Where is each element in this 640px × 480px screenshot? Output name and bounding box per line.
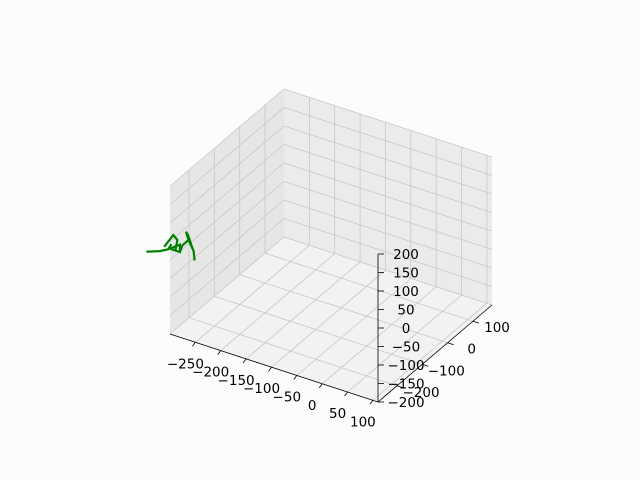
y-tick — [396, 385, 404, 389]
z-grid-back — [283, 162, 493, 232]
x-axis-line — [169, 333, 379, 403]
z-tick-label: 200 — [393, 247, 419, 263]
x-tick — [242, 358, 247, 364]
x-tick-label: −200 — [192, 365, 229, 381]
axis-ticks: −250−200−150−100−50050100−200−1000100−20… — [167, 247, 510, 430]
z-tick-label: 150 — [393, 266, 419, 282]
z-grid-side — [169, 236, 285, 335]
z-grid-side — [169, 125, 285, 224]
x-tick-label: −250 — [167, 356, 204, 372]
series-line — [178, 231, 196, 261]
z-grid-side — [169, 162, 285, 261]
data-series — [146, 231, 196, 261]
y-grid-floor — [264, 252, 474, 322]
z-grid-back — [283, 107, 493, 176]
x-tick-label: 0 — [308, 398, 317, 414]
x-tick-label: −100 — [243, 381, 280, 397]
z-grid-back — [283, 88, 493, 158]
y-grid-floor — [214, 295, 423, 365]
z-tick-label: 50 — [397, 303, 414, 319]
x-tick-label: 100 — [350, 414, 376, 430]
z-grid-side — [169, 199, 285, 298]
x-tick — [369, 400, 374, 405]
y-tick-label: −100 — [428, 363, 465, 379]
z-tick-label: −200 — [387, 395, 424, 411]
axes-panes — [170, 89, 492, 402]
x-tick — [344, 391, 348, 397]
z-grid-side — [169, 144, 285, 242]
y-tick-label: 0 — [467, 342, 476, 358]
z-grid-back — [283, 218, 493, 287]
x-tick-label: −50 — [273, 390, 302, 406]
x-tick — [192, 342, 196, 347]
x-tick-label: 50 — [329, 406, 346, 422]
x-tick — [217, 350, 222, 355]
x-tick — [318, 383, 323, 389]
y-grid-floor — [239, 274, 448, 344]
z-grid-back — [283, 144, 493, 213]
y-grid-floor — [188, 317, 398, 387]
z-tick-label: −50 — [392, 340, 421, 356]
y-tick — [447, 342, 454, 346]
z-tick-label: 100 — [393, 284, 419, 300]
series-line — [187, 239, 194, 250]
y-tick — [472, 320, 480, 324]
x-tick — [293, 375, 298, 380]
z-grid-back — [283, 125, 493, 195]
series-line — [146, 243, 173, 253]
series-line — [169, 242, 181, 254]
x-tick — [268, 366, 272, 372]
z-grid-side — [169, 107, 285, 205]
z-grid-back — [283, 181, 493, 250]
z-grid-back — [283, 236, 493, 306]
grid-lines — [169, 88, 493, 401]
z-tick-label: 0 — [402, 321, 411, 337]
z-grid-back — [283, 199, 493, 269]
z-grid-side — [169, 88, 285, 187]
y-tick-label: −200 — [402, 385, 439, 401]
y-tick — [422, 363, 429, 367]
z-tick-label: −150 — [387, 377, 424, 393]
x-tick-label: −150 — [218, 373, 255, 389]
z-grid-side — [169, 181, 285, 279]
z-grid-side — [169, 218, 285, 316]
y-tick-label: 100 — [484, 320, 510, 336]
z-tick-label: −100 — [387, 358, 424, 374]
